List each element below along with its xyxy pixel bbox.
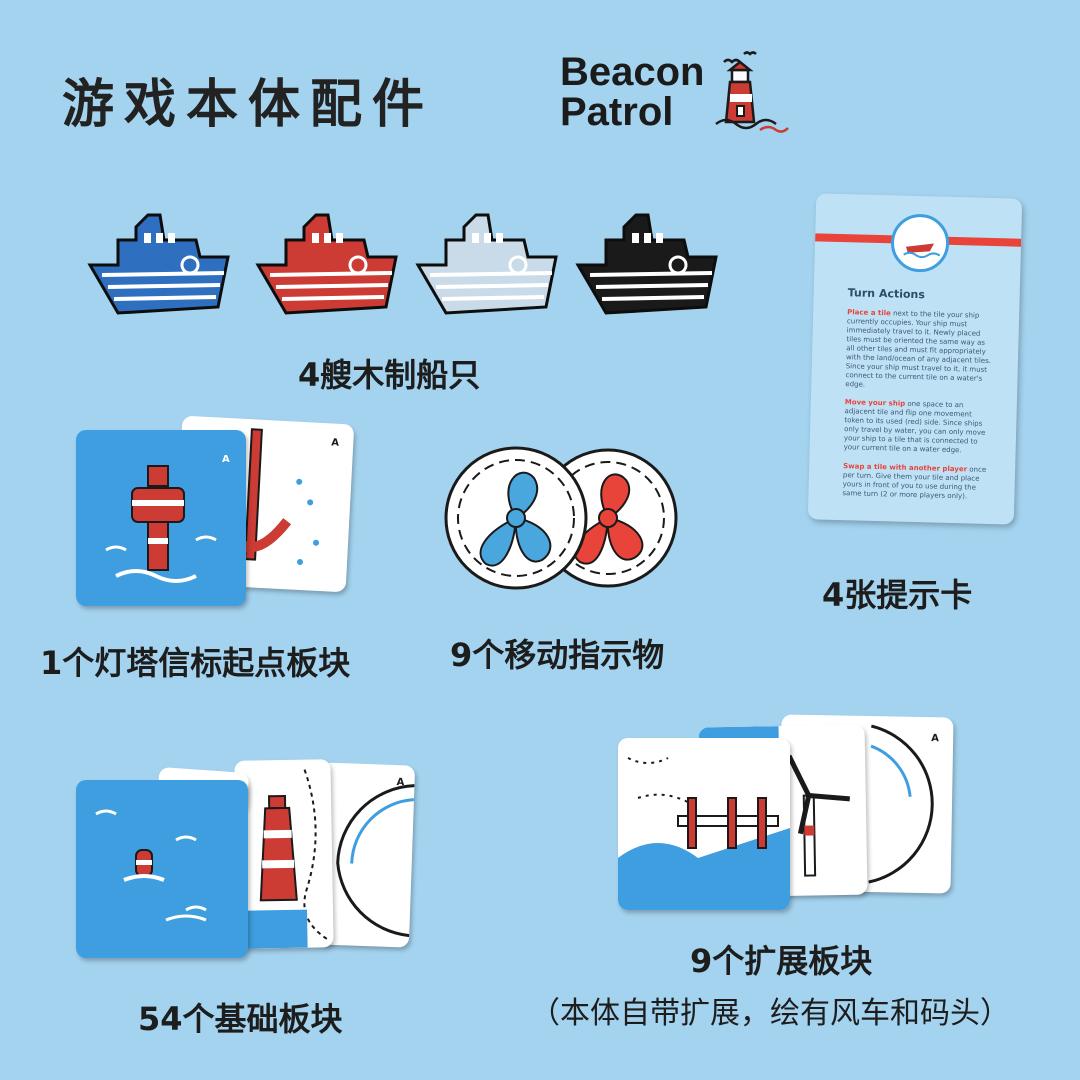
tile-letter: A xyxy=(331,437,340,449)
start-tile-label: 1个灯塔信标起点板块 xyxy=(40,644,351,682)
reference-card: Turn Actions Place a tile next to the ti… xyxy=(807,193,1023,525)
base-tiles-label: 54个基础板块 xyxy=(138,1000,343,1038)
base-tile-front xyxy=(76,780,248,958)
lighthouse-beacon-icon xyxy=(105,465,217,583)
ship-red-icon xyxy=(256,213,398,315)
boat-emblem-icon xyxy=(890,213,950,273)
base-tile-back-3: A xyxy=(314,762,416,948)
page-title: 游戏本体配件 xyxy=(62,74,435,135)
movement-tokens-label: 9个移动指示物 xyxy=(450,636,665,674)
start-tile-front: A xyxy=(76,430,246,606)
tile-letter: A xyxy=(931,733,939,745)
card-paragraph-3: Swap a tile with another player once per… xyxy=(842,462,987,501)
card-paragraph-1: Place a tile next to the tile your ship … xyxy=(845,308,992,389)
ships-label: 4艘木制船只 xyxy=(298,356,481,394)
lighthouse-logo-icon xyxy=(715,51,789,133)
logo-line-1: Beacon xyxy=(560,50,705,94)
tile-letter: A xyxy=(396,777,405,789)
card-paragraph-2: Move your ship one space to an adjacent … xyxy=(843,398,986,455)
movement-tokens xyxy=(444,446,678,590)
expansion-tiles-label: 9个扩展板块 xyxy=(690,942,873,980)
propeller-blue-token-icon xyxy=(444,446,588,590)
base-tile-back-2 xyxy=(234,759,334,949)
expansion-tile-front xyxy=(618,738,790,910)
expansion-note: （本体自带扩展，绘有风车和码头） xyxy=(530,996,1010,1031)
card-heading: Turn Actions xyxy=(847,286,926,302)
lighthouse-tile-icon xyxy=(236,769,329,949)
reference-card-label: 4张提示卡 xyxy=(822,576,973,614)
tile-letter: A xyxy=(222,454,230,465)
ships-group xyxy=(78,195,728,325)
ship-blue-icon xyxy=(88,213,230,315)
ship-white-icon xyxy=(416,213,558,315)
dock-tile-icon xyxy=(618,757,790,910)
beacon-patrol-logo: Beacon Patrol xyxy=(560,48,790,138)
expansion-tile-back-2: A xyxy=(778,714,954,894)
ship-black-icon xyxy=(576,213,718,315)
logo-line-2: Patrol xyxy=(560,90,674,134)
buoy-tile-icon xyxy=(95,809,207,922)
